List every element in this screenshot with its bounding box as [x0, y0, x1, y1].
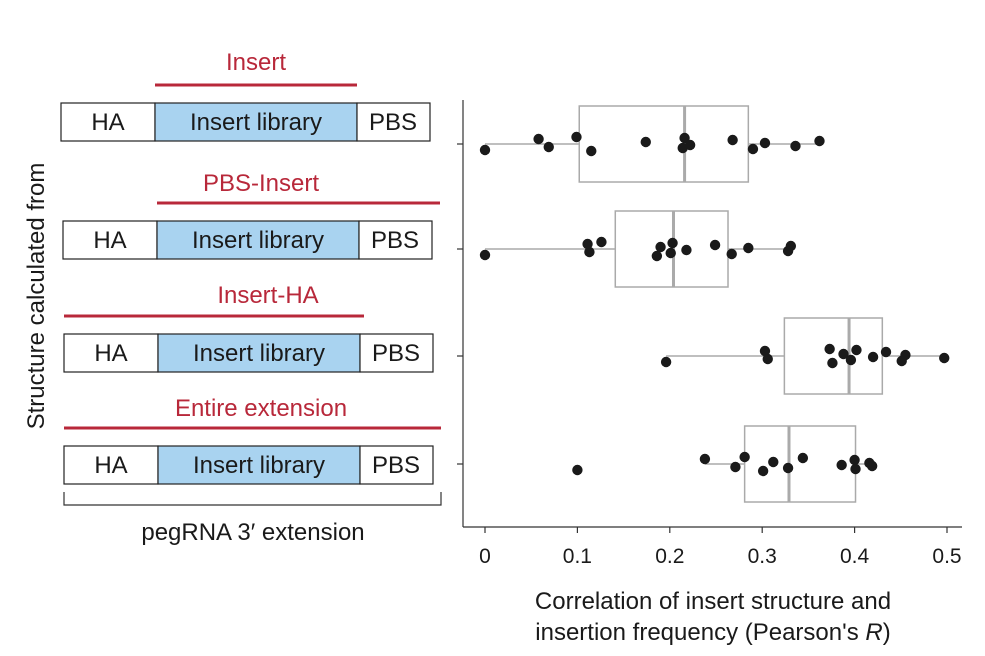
- data-point: [851, 344, 862, 356]
- insert-library-label: Insert library: [193, 340, 325, 367]
- data-point: [730, 461, 741, 473]
- data-point: [785, 240, 797, 252]
- data-point: [845, 354, 857, 366]
- insert-library-label: Insert library: [192, 227, 324, 254]
- insert-library-segment: [154, 102, 358, 142]
- data-point: [640, 136, 651, 148]
- data-point: [838, 348, 849, 360]
- x-tick-label: 0.3: [748, 545, 777, 568]
- y-axis-title: Structure calculated from: [23, 163, 50, 430]
- data-point: [759, 137, 771, 149]
- x-tick-label: 0.1: [563, 545, 592, 568]
- data-point: [814, 135, 825, 147]
- data-point: [596, 236, 607, 248]
- data-point: [747, 143, 759, 155]
- data-point: [762, 353, 773, 365]
- data-point: [533, 133, 544, 145]
- bracket-label: pegRNA 3′ extension: [141, 519, 364, 546]
- data-point: [651, 250, 663, 262]
- ha-label: HA: [94, 452, 127, 479]
- data-point: [572, 464, 583, 476]
- pbs-segment: [359, 333, 434, 373]
- region-label-pbs-insert: PBS-Insert: [203, 170, 319, 197]
- data-point: [479, 144, 491, 156]
- data-point: [939, 352, 950, 364]
- x-axis-title-italic: R: [865, 619, 882, 646]
- x-tick-label: 0.5: [932, 545, 961, 568]
- pbs-label: PBS: [372, 452, 420, 479]
- x-axis-title: Correlation of insert structure and: [535, 588, 891, 615]
- pbs-segment: [358, 220, 433, 260]
- x-axis-title-prefix: insertion frequency (Pearson's: [535, 619, 865, 646]
- data-point: [660, 356, 672, 368]
- data-point: [757, 465, 769, 477]
- ha-label: HA: [93, 227, 126, 254]
- pbs-label: PBS: [371, 227, 419, 254]
- iqr-box: [783, 317, 884, 395]
- data-point: [880, 346, 892, 358]
- ha-segment: [63, 445, 159, 485]
- x-tick-label: 0.2: [655, 545, 684, 568]
- data-point: [684, 139, 696, 151]
- data-point: [584, 246, 595, 258]
- x-axis-title-line2: insertion frequency (Pearson's R): [535, 619, 890, 646]
- diagram-row-insert-ha: Insert-HA HA Insert library PBS: [63, 282, 434, 373]
- x-tick-label: 0: [479, 545, 491, 568]
- insert-library-segment: [157, 445, 361, 485]
- data-point: [709, 239, 721, 251]
- insert-library-segment: [157, 333, 361, 373]
- pbs-segment: [359, 445, 434, 485]
- iqr-box: [578, 105, 750, 183]
- diagram-row-pbs-insert: PBS-Insert HA Insert library PBS: [62, 170, 440, 260]
- data-point: [866, 460, 878, 472]
- data-point: [739, 451, 750, 463]
- data-point: [759, 345, 771, 357]
- data-point: [681, 244, 692, 256]
- x-axis-title-suffix: ): [883, 619, 891, 646]
- pbs-segment: [356, 102, 431, 142]
- data-point: [667, 237, 678, 249]
- data-point: [782, 462, 794, 474]
- ha-segment: [62, 220, 158, 260]
- pbs-label: PBS: [372, 340, 420, 367]
- data-point: [543, 141, 554, 153]
- data-point: [850, 463, 861, 475]
- pbs-label: PBS: [369, 109, 417, 136]
- data-point: [726, 248, 737, 260]
- data-point: [867, 351, 879, 363]
- ha-label: HA: [91, 109, 124, 136]
- region-label-insert: Insert: [226, 49, 286, 76]
- data-point: [479, 249, 491, 261]
- extension-bracket: [63, 492, 442, 506]
- data-point: [827, 357, 838, 369]
- data-point: [849, 454, 860, 466]
- diagram-row-entire-extension: Entire extension HA Insert library PBS: [63, 395, 441, 485]
- insert-library-label: Insert library: [190, 109, 322, 136]
- x-tick-label: 0.4: [840, 545, 870, 568]
- data-point: [582, 238, 593, 250]
- data-point: [586, 145, 597, 157]
- data-point: [679, 132, 690, 144]
- diagram-row-insert: Insert HA Insert library PBS: [60, 49, 431, 142]
- data-point: [768, 456, 779, 468]
- data-point: [665, 247, 676, 259]
- region-label-insert-ha: Insert-HA: [217, 282, 318, 309]
- insert-library-label: Insert library: [193, 452, 325, 479]
- data-point: [571, 131, 582, 143]
- data-point: [727, 134, 738, 146]
- data-point: [900, 349, 911, 361]
- ha-label: HA: [94, 340, 127, 367]
- data-point: [743, 242, 754, 254]
- region-label-entire-extension: Entire extension: [175, 395, 347, 422]
- data-point: [655, 241, 666, 253]
- data-point: [699, 453, 711, 465]
- data-point: [836, 459, 847, 471]
- iqr-box: [614, 210, 729, 288]
- data-point: [797, 452, 809, 464]
- box-plot: 0 0.1 0.2 0.3 0.4 0.5: [457, 100, 962, 568]
- data-point: [824, 343, 835, 355]
- data-point: [790, 140, 801, 152]
